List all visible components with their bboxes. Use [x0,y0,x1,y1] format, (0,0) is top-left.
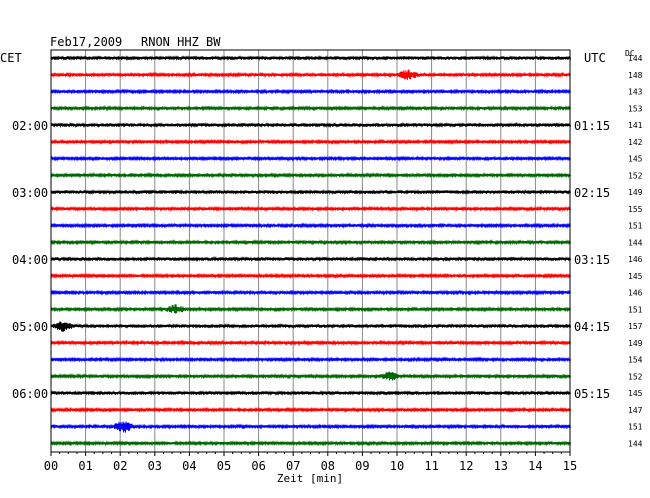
dc-value: 146 [628,289,643,298]
right-hour-label: 05:15 [574,387,610,401]
dc-value: 151 [628,222,643,231]
dc-value: 145 [628,272,643,281]
dc-value: 145 [628,389,643,398]
seismic-trace [50,371,571,381]
seismic-trace [50,255,571,263]
seismic-trace [50,421,571,433]
x-tick-label: 10 [390,459,404,473]
left-hour-label: 02:00 [12,119,48,133]
seismic-trace [50,121,571,129]
right-hour-label: 03:15 [574,253,610,267]
right-hour-label: 04:15 [574,320,610,334]
seismic-trace [50,339,571,347]
right-timezone-label: UTC [584,51,606,65]
header-date: Feb17,2009 [50,35,122,49]
dc-value: 151 [628,423,643,432]
dc-value: 152 [628,372,643,381]
dc-value: 157 [628,322,643,331]
seismic-traces [50,54,571,447]
x-tick-label: 05 [217,459,231,473]
seismic-trace [50,238,571,246]
seismic-trace [50,188,571,196]
left-hour-label: 05:00 [12,320,48,334]
dc-value: 151 [628,305,643,314]
seismic-trace [50,356,571,363]
plot-frame [50,49,571,456]
right-hour-label: 01:15 [574,119,610,133]
seismic-trace [50,69,571,80]
seismic-trace [50,289,571,296]
x-tick-label: 02 [113,459,127,473]
seismic-trace [50,222,571,229]
dc-value: 155 [628,205,643,214]
dc-value: 149 [628,188,643,197]
x-tick-label: 14 [528,459,542,473]
dc-value: 149 [628,339,643,348]
seismic-trace [50,304,571,314]
seismic-trace [50,138,571,146]
x-tick-label: 01 [78,459,92,473]
labels: Feb17,2009 RNON HHZ BW CET UTC DC Zeit [… [0,35,643,485]
x-tick-label: 08 [321,459,335,473]
dc-value: 152 [628,171,643,180]
left-hour-label: 04:00 [12,253,48,267]
seismic-trace [50,155,571,162]
seismic-trace [50,321,571,332]
grid [85,50,536,452]
x-tick-label: 04 [182,459,196,473]
left-timezone-label: CET [0,51,22,65]
dc-value: 144 [628,54,643,63]
dc-value: 144 [628,439,643,448]
left-hour-label: 03:00 [12,186,48,200]
dc-value: 143 [628,88,643,97]
dc-value: 146 [628,255,643,264]
x-tick-label: 00 [44,459,58,473]
dc-value: 142 [628,138,643,147]
seismic-trace [50,272,571,280]
seismic-trace [50,406,571,414]
x-tick-label: 06 [251,459,265,473]
seismic-trace [50,54,571,62]
dc-value: 148 [628,71,643,80]
dc-value: 141 [628,121,643,130]
dc-label: DC [625,49,635,58]
x-axis-label: Zeit [min] [277,472,343,485]
header-station: RNON HHZ BW [141,35,221,49]
dc-value: 145 [628,155,643,164]
seismic-trace [50,205,571,212]
x-tick-label: 03 [148,459,162,473]
x-tick-label: 12 [459,459,473,473]
dc-value: 144 [628,238,643,247]
right-hour-label: 02:15 [574,186,610,200]
x-tick-label: 13 [494,459,508,473]
dc-value: 147 [628,406,643,415]
seismic-trace [50,88,571,95]
x-tick-label: 15 [563,459,577,473]
x-tick-label: 07 [286,459,300,473]
left-hour-label: 06:00 [12,387,48,401]
seismic-trace [50,389,571,397]
dc-value: 153 [628,104,643,113]
dc-value: 154 [628,356,643,365]
x-tick-label: 09 [355,459,369,473]
seismic-trace [50,171,571,179]
x-tick-label: 11 [424,459,438,473]
seismic-trace [50,440,571,447]
seismic-trace [50,104,571,112]
